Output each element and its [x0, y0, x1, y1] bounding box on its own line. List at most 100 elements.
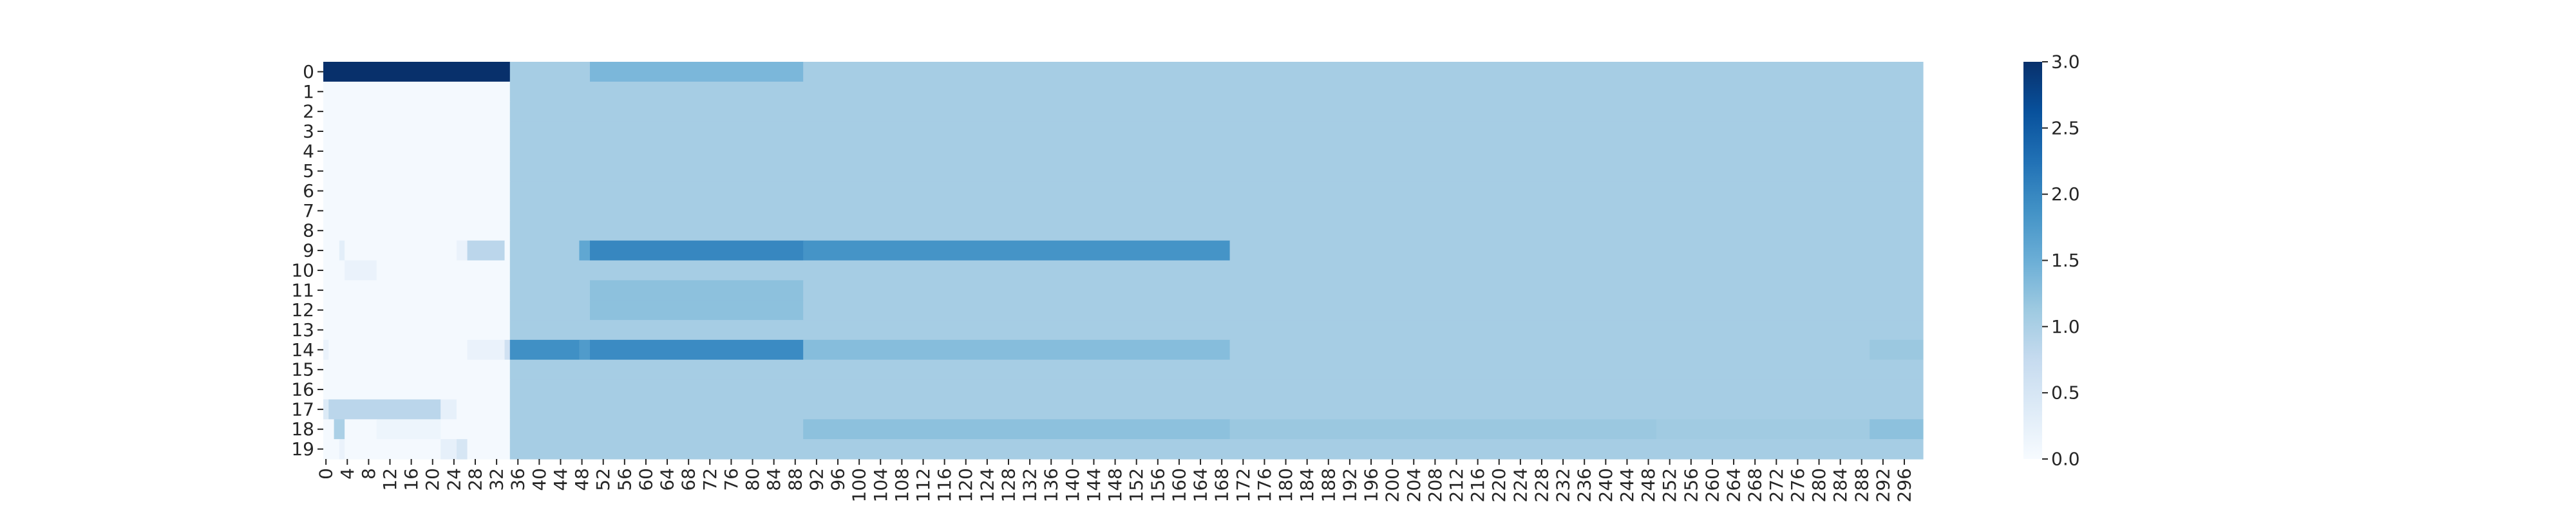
heatmap-cell — [323, 161, 511, 182]
colorbar-tick-label: 0.0 — [2051, 449, 2080, 470]
x-tick-label: 268 — [1745, 468, 1766, 502]
heatmap-cell — [509, 339, 580, 360]
colorbar-gradient — [2023, 62, 2042, 459]
heatmap-cell — [376, 260, 511, 281]
colorbar-tick-label: 1.0 — [2051, 316, 2080, 337]
heatmap-cell — [323, 399, 329, 420]
y-tick-label: 19 — [291, 438, 314, 460]
heatmap-cell — [323, 280, 511, 301]
x-tick-label: 16 — [401, 468, 422, 491]
x-tick-label: 116 — [934, 468, 955, 502]
heatmap-cells — [323, 62, 1924, 460]
x-tick-label: 152 — [1126, 468, 1147, 502]
heatmap-cell — [334, 419, 345, 440]
heatmap-cell — [323, 379, 511, 400]
heatmap-cell — [1870, 339, 1924, 360]
x-tick-label: 168 — [1211, 468, 1233, 502]
x-tick-label: 56 — [614, 468, 635, 491]
heatmap-cell — [323, 101, 511, 122]
x-tick-label: 64 — [657, 468, 678, 491]
x-tick-label: 20 — [422, 468, 443, 491]
x-tick-label: 68 — [678, 468, 699, 491]
heatmap-cell — [376, 419, 441, 440]
y-tick-label: 14 — [291, 339, 314, 360]
y-tick-label: 17 — [291, 398, 314, 420]
x-tick-label: 80 — [742, 468, 763, 491]
heatmap-cell — [440, 399, 457, 420]
heatmap-cell — [323, 339, 329, 360]
x-tick-label: 12 — [379, 468, 401, 491]
colorbar-ticks: 0.0 0.5 1.0 1.5 2.0 2.5 3.0 — [2042, 52, 2080, 470]
y-tick-label: 18 — [291, 418, 314, 440]
x-tick-label: 88 — [784, 468, 806, 491]
heatmap-cell — [509, 419, 804, 440]
colorbar-tick-label: 1.5 — [2051, 250, 2080, 271]
y-tick-label: 7 — [303, 200, 314, 221]
x-tick-label: 40 — [529, 468, 550, 491]
heatmap-cell — [509, 359, 1924, 380]
x-tick-label: 216 — [1467, 468, 1488, 502]
heatmap-cell — [579, 339, 591, 360]
heatmap-cell — [803, 240, 1231, 261]
heatmap-cell — [345, 439, 441, 460]
x-tick-label: 276 — [1787, 468, 1808, 502]
y-tick-label: 8 — [303, 220, 314, 241]
y-tick-label: 3 — [303, 120, 314, 142]
x-tick-label: 240 — [1595, 468, 1616, 502]
heatmap-cell — [440, 419, 511, 440]
heatmap-cell — [345, 260, 377, 281]
heatmap-cell — [803, 280, 1924, 301]
heatmap-cell — [457, 439, 468, 460]
x-tick-label: 272 — [1766, 468, 1787, 502]
heatmap-cell — [323, 121, 511, 142]
y-tick-label: 6 — [303, 180, 314, 201]
y-tick-label: 1 — [303, 81, 314, 102]
heatmap-cell — [590, 62, 804, 82]
heatmap-cell — [1229, 240, 1924, 261]
x-tick-label: 196 — [1361, 468, 1382, 502]
heatmap-cell — [509, 181, 1924, 201]
x-tick-label: 220 — [1488, 468, 1510, 502]
heatmap-cell — [803, 339, 1231, 360]
x-tick-label: 44 — [550, 468, 571, 491]
x-tick-label: 288 — [1851, 468, 1872, 502]
heatmap-cell — [1229, 419, 1657, 440]
heatmap-cell — [579, 240, 591, 261]
x-tick-label: 188 — [1318, 468, 1339, 502]
colorbar-tick-label: 0.5 — [2051, 382, 2080, 404]
heatmap-cell — [323, 181, 511, 201]
x-tick-label: 172 — [1233, 468, 1254, 502]
heatmap-cell — [803, 62, 1924, 82]
y-tick-label: 12 — [291, 299, 314, 321]
x-tick-label: 280 — [1808, 468, 1830, 502]
x-tick-label: 260 — [1701, 468, 1723, 502]
x-tick-label: 204 — [1403, 468, 1425, 502]
x-tick-label: 52 — [592, 468, 614, 491]
heatmap-cell — [803, 419, 1231, 440]
heatmap-cell — [509, 379, 1924, 400]
x-tick-label: 256 — [1680, 468, 1701, 502]
heatmap-cell — [509, 161, 1924, 182]
x-tick-label: 144 — [1083, 468, 1104, 502]
x-tick-label: 4 — [337, 468, 358, 480]
x-tick-label: 112 — [913, 468, 934, 502]
heatmap-cell — [1229, 339, 1870, 360]
x-tick-label: 224 — [1510, 468, 1531, 502]
x-tick-label: 248 — [1638, 468, 1659, 502]
x-tick-label: 200 — [1382, 468, 1403, 502]
x-tick-label: 164 — [1190, 468, 1211, 502]
heatmap-cell — [509, 81, 1924, 102]
x-tick-label: 108 — [891, 468, 913, 502]
y-tick-label: 16 — [291, 379, 314, 400]
heatmap-cell — [457, 240, 468, 261]
heatmap-cell — [509, 200, 1924, 221]
x-tick-label: 156 — [1147, 468, 1168, 502]
x-tick-label: 212 — [1446, 468, 1467, 502]
y-tick-label: 13 — [291, 319, 314, 341]
y-tick-label: 5 — [303, 160, 314, 182]
y-tick-label: 4 — [303, 140, 314, 162]
heatmap-cell — [467, 240, 506, 261]
heatmap-cell — [323, 300, 511, 321]
